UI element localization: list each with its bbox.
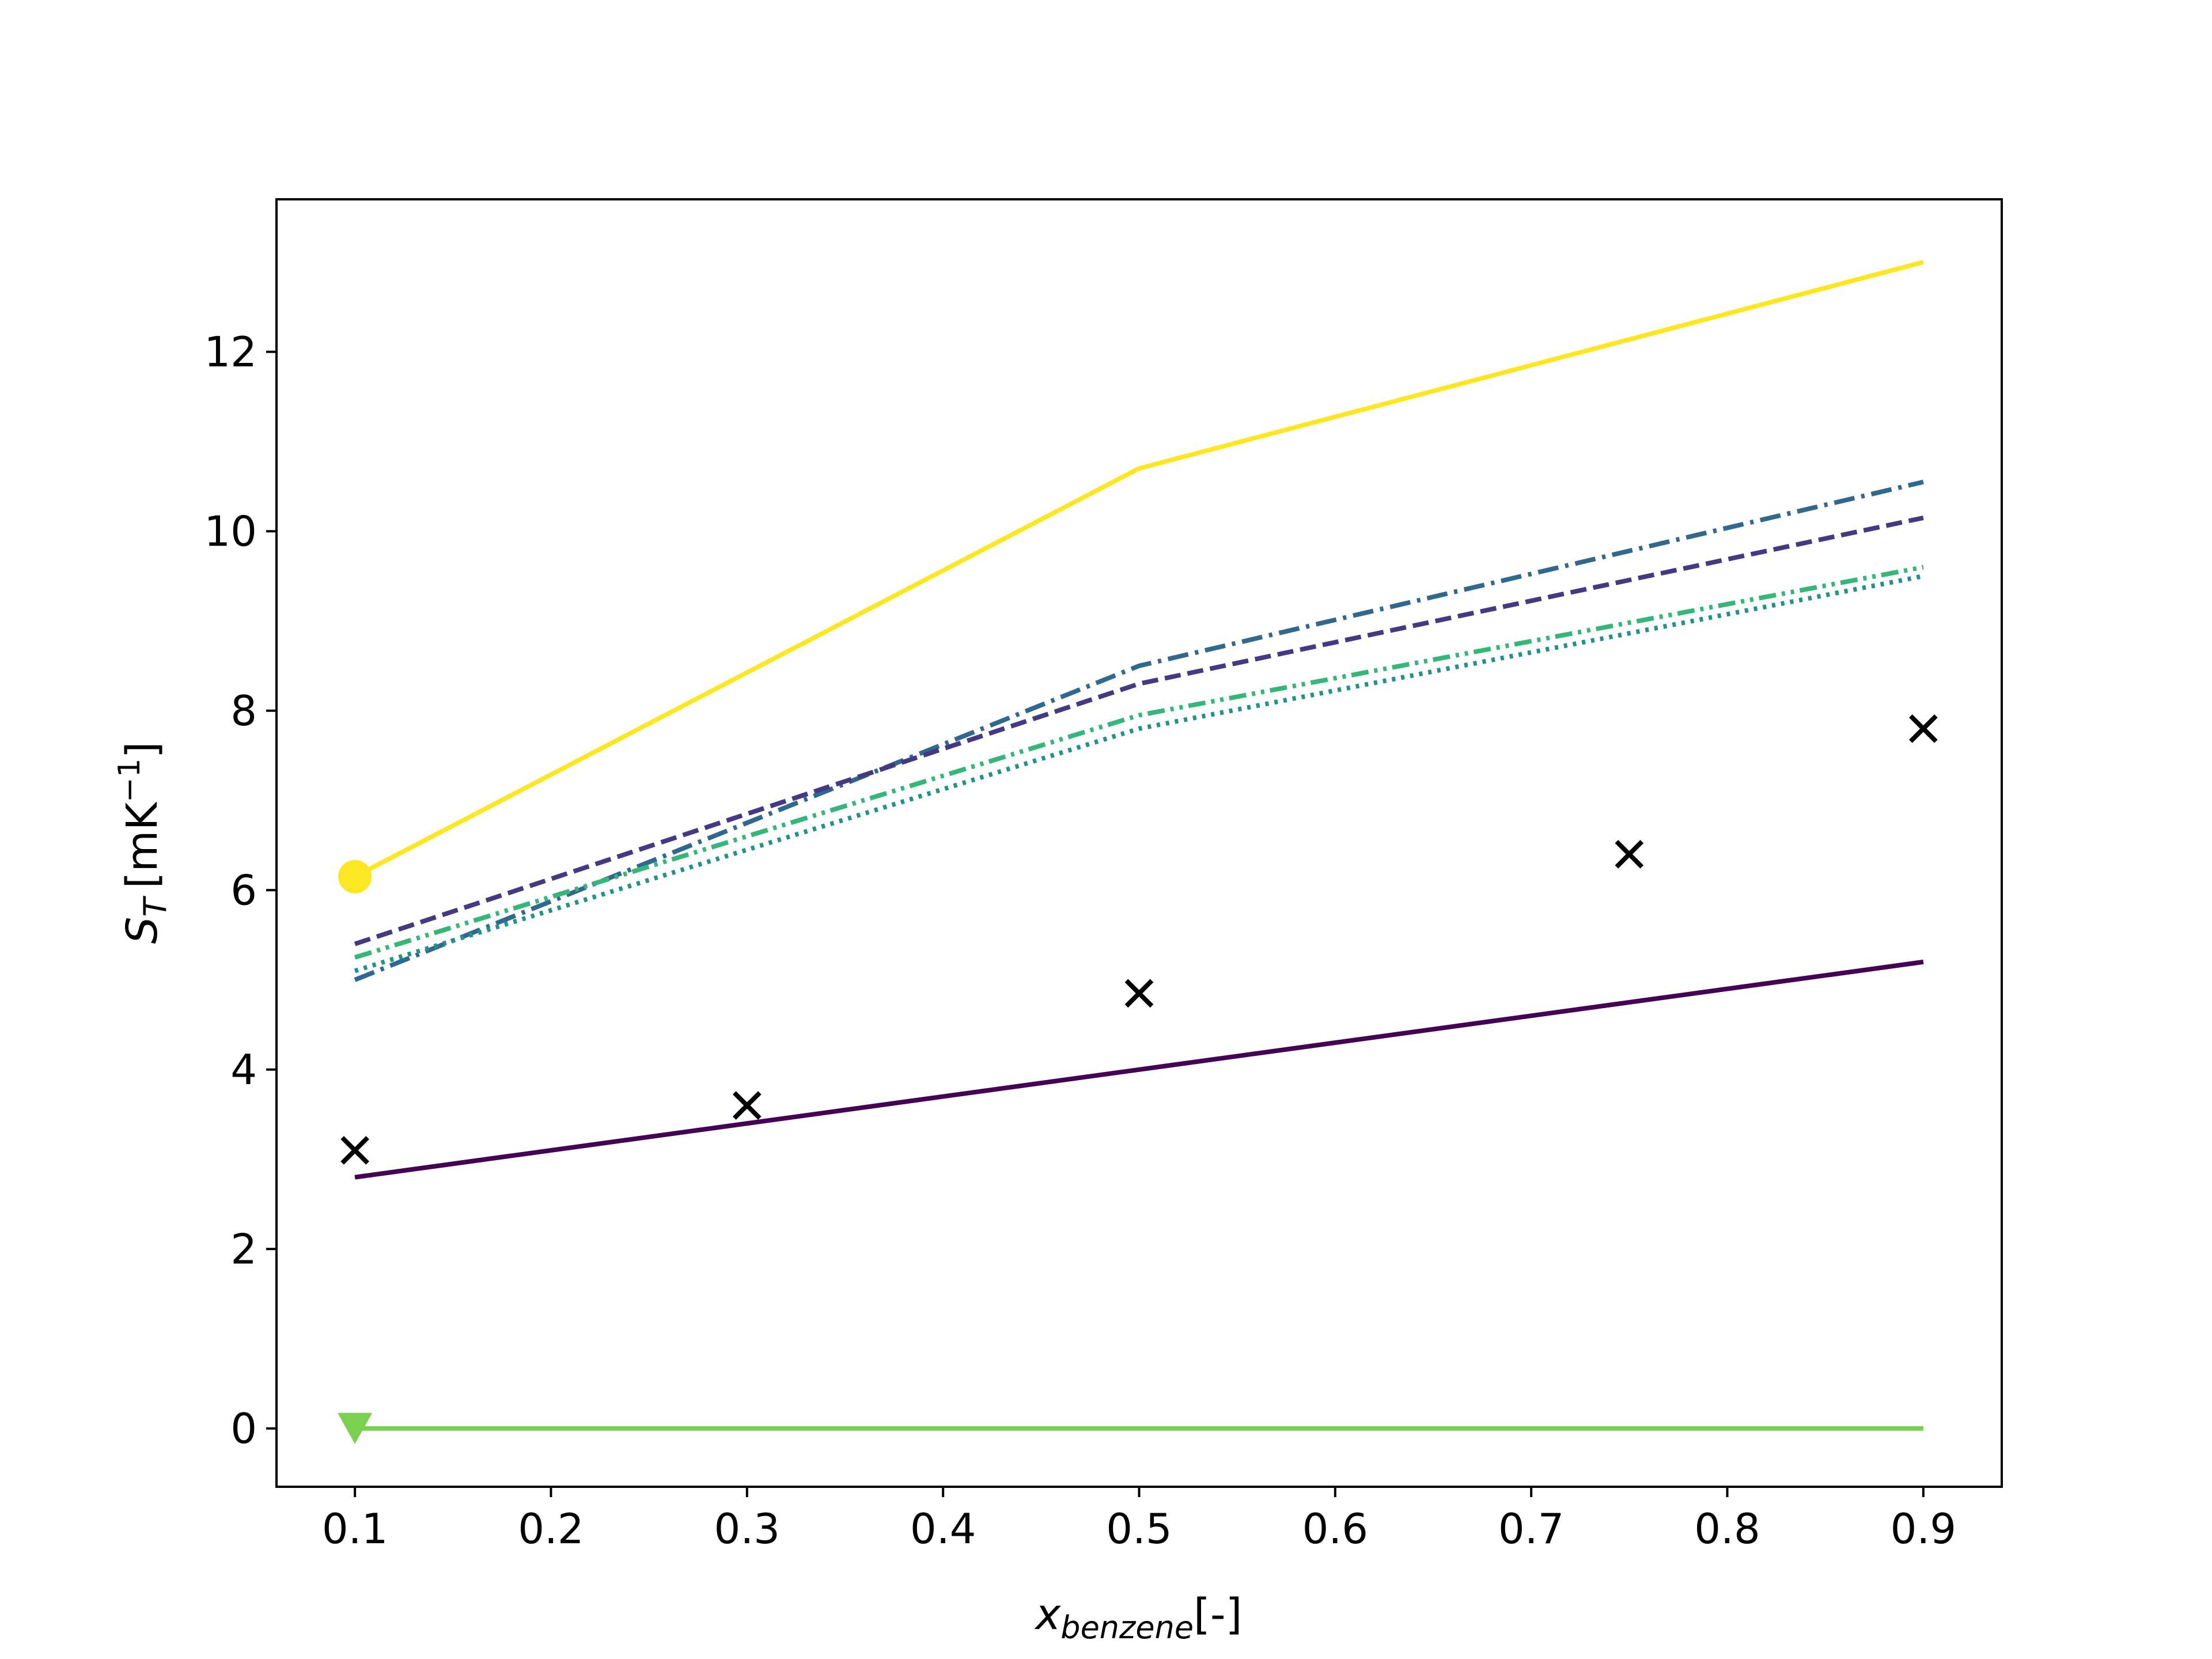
series-line-3: [354, 515, 1924, 946]
series-1-circle-marker: [338, 859, 372, 893]
x-tick-label: 0.6: [1302, 1505, 1369, 1553]
y-axis-ticks: 0 2 4 6 8 10 12: [204, 328, 276, 1453]
measurement-point-5: [1909, 714, 1938, 743]
y-tick-label: 10: [204, 507, 257, 555]
x-tick-label: 0.9: [1891, 1505, 1957, 1553]
x-axis-ticks: 0.1 0.2 0.3 0.4 0.5 0.6 0.7 0.8 0.9: [322, 1487, 1956, 1553]
y-tick-label: 8: [230, 687, 257, 735]
x-axis-label: xbenzene[-]: [1035, 1590, 1243, 1646]
series-layer: [338, 260, 1924, 1444]
series-line-5: [354, 574, 1924, 974]
x-tick-label: 0.7: [1498, 1505, 1565, 1553]
measurement-point-4: [1615, 840, 1644, 869]
x-tick-label: 0.5: [1106, 1505, 1172, 1553]
x-tick-label: 0.3: [714, 1505, 781, 1553]
series-line-4: [354, 565, 1924, 960]
series-line-1: [354, 260, 1924, 879]
x-tick-label: 0.8: [1694, 1505, 1760, 1553]
measurement-point-2: [732, 1091, 762, 1120]
y-tick-label: 2: [230, 1225, 257, 1273]
y-tick-label: 12: [204, 328, 257, 376]
measurement-markers: [340, 714, 1938, 1165]
x-tick-label: 0.2: [518, 1505, 584, 1553]
x-tick-label: 0.4: [910, 1505, 976, 1553]
series-7-triangle-marker: [338, 1412, 373, 1444]
y-axis-label: ST[mK−1]: [112, 742, 173, 944]
y-tick-label: 6: [230, 866, 257, 914]
x-tick-label: 0.1: [322, 1505, 388, 1553]
measurement-point-1: [340, 1136, 369, 1165]
series-line-6: [354, 959, 1924, 1180]
measurement-point-3: [1124, 979, 1154, 1008]
y-tick-label: 0: [230, 1404, 257, 1453]
y-tick-label: 4: [230, 1046, 257, 1094]
